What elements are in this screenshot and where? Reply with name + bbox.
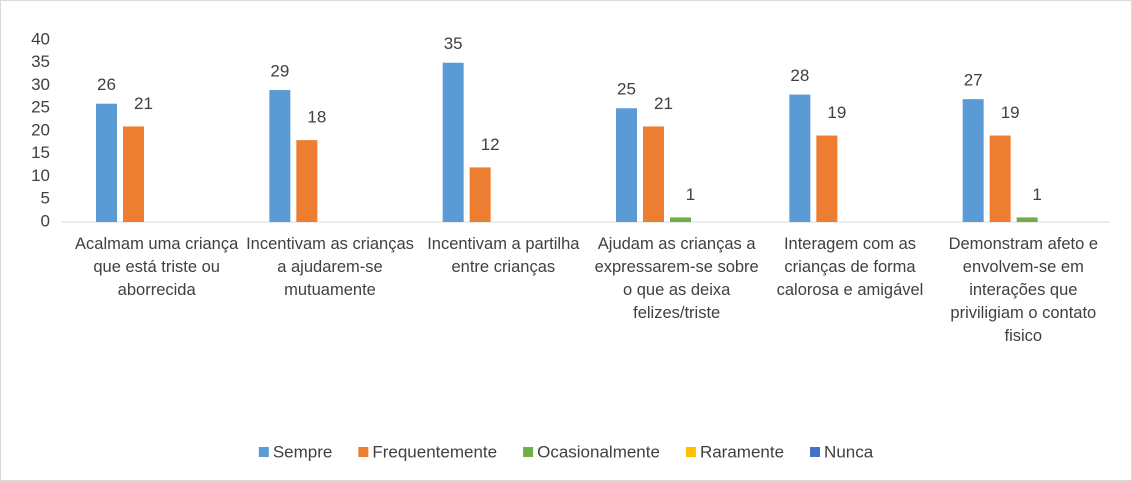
x-tick-label-box: Incentivam as crianças a ajudarem-se mut…: [246, 235, 414, 299]
bar: [989, 135, 1011, 222]
data-label: 35: [444, 34, 463, 53]
data-label: 29: [270, 62, 289, 81]
bar: [123, 126, 144, 222]
bar: [96, 103, 117, 222]
legend-label: Ocasionalmente: [537, 442, 660, 461]
x-tick-label: Incentivam as crianças a ajudarem-se mut…: [246, 235, 414, 299]
data-label: 26: [97, 75, 116, 94]
x-tick-label: Interagem com as crianças de forma calor…: [776, 235, 924, 299]
bar: [643, 126, 664, 222]
data-label: 25: [617, 80, 636, 99]
data-label: 18: [307, 108, 326, 127]
bar: [1016, 217, 1038, 222]
data-label: 19: [1001, 103, 1020, 122]
data-label: 19: [827, 103, 846, 122]
x-tick-label: Incentivam a partilha entre crianças: [427, 235, 580, 276]
y-tick-label: 35: [31, 52, 50, 71]
bar: [469, 167, 491, 222]
y-tick-label: 10: [31, 166, 50, 185]
y-tick-label: 25: [31, 98, 50, 117]
x-tick-label-box: Ajudam as crianças a expressarem-se sobr…: [594, 235, 759, 322]
y-tick-label: 15: [31, 143, 50, 162]
y-tick-label: 30: [31, 75, 50, 94]
x-tick-label-box: Demonstram afeto e envolvem-se em intera…: [948, 235, 1099, 345]
x-tick-label-box: Acalmam uma criança que está triste ou a…: [75, 235, 239, 299]
data-label: 21: [134, 94, 153, 113]
bar: [816, 135, 838, 222]
bar: [296, 140, 318, 222]
legend-item: Sempre: [258, 442, 333, 461]
y-tick-label: 40: [31, 29, 50, 48]
x-tick-label: Ajudam as crianças a expressarem-se sobr…: [594, 235, 759, 322]
x-tick-label: Demonstram afeto e envolvem-se em intera…: [948, 235, 1099, 345]
bar: [962, 99, 984, 222]
bar: [670, 217, 691, 222]
legend-swatch: [258, 447, 269, 457]
legend-item: Frequentemente: [358, 442, 497, 461]
x-tick-label-box: Interagem com as crianças de forma calor…: [776, 235, 924, 299]
legend-item: Ocasionalmente: [523, 442, 660, 461]
bar: [789, 94, 811, 222]
x-tick-label-box: Incentivam a partilha entre crianças: [427, 235, 580, 276]
legend-item: Raramente: [685, 442, 784, 461]
legend-swatch: [523, 447, 534, 457]
data-label: 27: [964, 71, 983, 90]
legend-swatch: [358, 447, 369, 457]
data-label: 21: [654, 94, 673, 113]
bar: [616, 108, 637, 222]
y-tick-label: 0: [41, 211, 50, 230]
data-label: 28: [790, 66, 809, 85]
data-label: 1: [1032, 185, 1041, 204]
bar: [269, 90, 291, 222]
data-label: 1: [686, 185, 695, 204]
legend-swatch: [685, 447, 696, 457]
legend-item: Nunca: [810, 442, 874, 461]
bar: [442, 62, 464, 222]
data-label: 12: [481, 135, 500, 154]
legend-label: Nunca: [824, 442, 874, 461]
legend-label: Frequentemente: [372, 442, 497, 461]
y-tick-label: 5: [41, 189, 50, 208]
legend-swatch: [810, 447, 821, 457]
legend-label: Sempre: [273, 442, 333, 461]
legend-label: Raramente: [700, 442, 784, 461]
y-tick-label: 20: [31, 120, 50, 139]
x-tick-label: Acalmam uma criança que está triste ou a…: [75, 235, 239, 299]
